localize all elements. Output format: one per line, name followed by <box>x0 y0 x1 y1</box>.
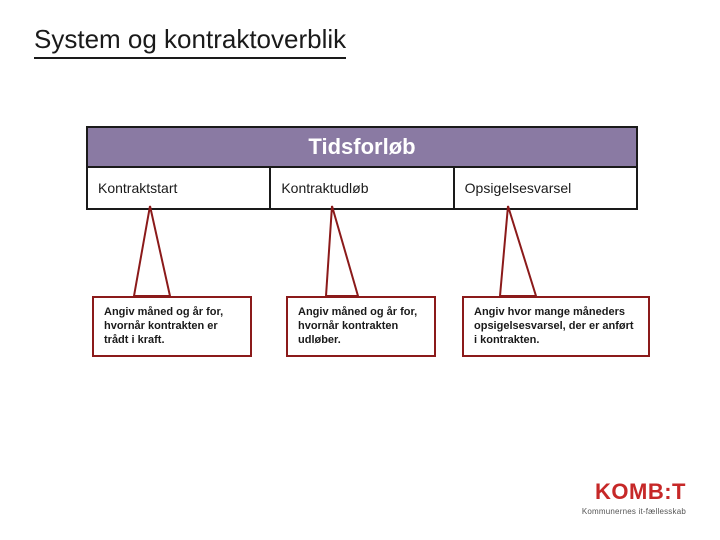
column-kontraktudlob: Kontraktudløb <box>271 168 454 210</box>
pointer-2 <box>326 206 358 296</box>
callout-text: Angiv hvor mange måneders opsigelsesvars… <box>474 306 634 346</box>
callout-opsigelsesvarsel: Angiv hvor mange måneders opsigelsesvars… <box>462 296 650 357</box>
column-kontraktstart: Kontraktstart <box>86 168 271 210</box>
callout-text: Angiv måned og år for, hvornår kontrakte… <box>104 306 223 346</box>
column-label: Kontraktstart <box>98 180 177 196</box>
column-opsigelsesvarsel: Opsigelsesvarsel <box>455 168 638 210</box>
logo-main: KOMB:T <box>582 479 686 505</box>
callout-text: Angiv måned og år for, hvornår kontrakte… <box>298 306 417 346</box>
column-label: Opsigelsesvarsel <box>465 180 572 196</box>
timeline-header: Tidsforløb <box>86 126 638 168</box>
page-title: System og kontraktoverblik <box>34 24 346 59</box>
pointer-1 <box>134 206 170 296</box>
timeline-columns: Kontraktstart Kontraktudløb Opsigelsesva… <box>86 168 638 210</box>
callout-kontraktudlob: Angiv måned og år for, hvornår kontrakte… <box>286 296 436 357</box>
pointer-3 <box>500 206 536 296</box>
pointer-svg <box>0 0 720 540</box>
logo: KOMB:T Kommunernes it-fællesskab <box>582 479 686 516</box>
callout-kontraktstart: Angiv måned og år for, hvornår kontrakte… <box>92 296 252 357</box>
column-label: Kontraktudløb <box>281 180 368 196</box>
logo-sub: Kommunernes it-fællesskab <box>582 507 686 516</box>
slide: System og kontraktoverblik Tidsforløb Ko… <box>0 0 720 540</box>
